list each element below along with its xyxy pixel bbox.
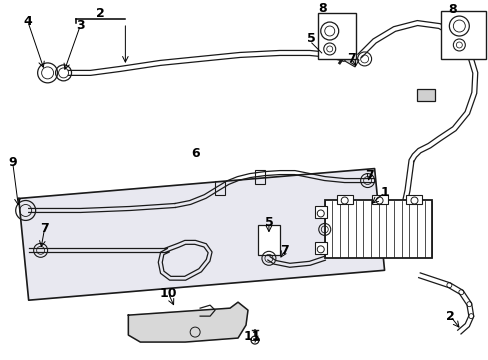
Bar — [417, 89, 434, 101]
Text: 5: 5 — [264, 216, 273, 229]
Bar — [258, 225, 279, 255]
Bar — [254, 170, 264, 184]
Bar — [336, 194, 352, 204]
Text: 10: 10 — [159, 287, 177, 300]
Bar — [215, 181, 224, 194]
Bar — [344, 54, 358, 67]
Bar — [324, 201, 431, 258]
Polygon shape — [19, 168, 384, 300]
Text: 1: 1 — [379, 186, 388, 199]
Text: 11: 11 — [243, 329, 260, 343]
Polygon shape — [128, 302, 247, 342]
Bar — [314, 242, 326, 254]
Text: 5: 5 — [307, 32, 316, 45]
Text: 8: 8 — [447, 3, 456, 15]
Text: 4: 4 — [23, 14, 32, 28]
Bar — [441, 11, 485, 59]
Text: 6: 6 — [190, 147, 199, 160]
Text: 2: 2 — [445, 310, 454, 323]
Text: 7: 7 — [40, 222, 49, 235]
Text: 3: 3 — [76, 18, 84, 32]
Bar — [317, 13, 355, 59]
Text: 7: 7 — [365, 169, 373, 182]
Text: 8: 8 — [318, 1, 326, 15]
Bar — [314, 207, 326, 219]
Text: 9: 9 — [8, 156, 17, 169]
Text: 7: 7 — [280, 244, 289, 257]
Bar — [371, 194, 387, 204]
Bar — [406, 194, 422, 204]
Text: 2: 2 — [96, 6, 104, 19]
Text: 7: 7 — [346, 53, 355, 66]
